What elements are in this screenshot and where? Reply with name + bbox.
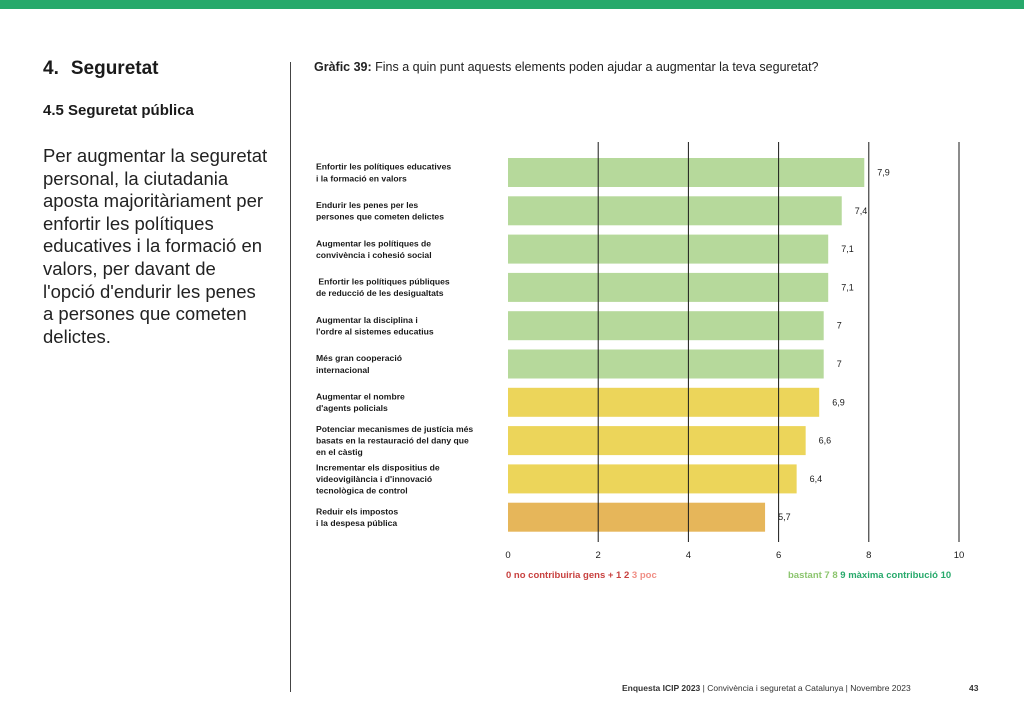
category-label: Augmentar les polítiques de convivència i… [316, 238, 432, 260]
bar [508, 426, 806, 456]
category-label-line: Més gran cooperació [316, 353, 402, 363]
footer-citation: Enquesta ICIP 2023 | Convivència i segur… [622, 683, 911, 693]
category-label-line: Endurir les penes per les [316, 200, 418, 210]
data-label: 7 [837, 359, 842, 369]
category-label-line: Potenciar mecanismes de justícia més [316, 424, 473, 434]
top-accent-bar [0, 0, 1024, 9]
bar [508, 272, 829, 302]
category-label: Enfortir les polítiques educatives i la f… [316, 162, 451, 184]
bar [508, 234, 829, 264]
footer-survey-name: Enquesta ICIP 2023 [622, 683, 701, 693]
category-label-line: videovigilància i d'innovació [316, 474, 432, 484]
chart-title: Gràfic 39: Fins a quin punt aquests elem… [314, 60, 819, 74]
column-divider [290, 62, 291, 692]
category-label: Potenciar mecanismes de justícia més basa… [316, 424, 473, 457]
category-label: Augmentar la disciplina i l'ordre al sist… [316, 315, 434, 337]
bar [508, 464, 797, 494]
section-title: 4. Seguretat [43, 58, 159, 80]
x-tick-label: 6 [776, 550, 781, 561]
bar-chart: 7,9 7,4 7,1 7,1 7 7 6,9 6,6 6,4 5,7 Enfortir les p… [316, 142, 965, 561]
bar [508, 311, 824, 341]
category-label-line: de reducció de les desigualtats [316, 288, 444, 298]
bar [508, 387, 820, 417]
x-tick-label: 4 [686, 550, 691, 561]
category-label: Augmentar el nombre d'agents policials [316, 392, 405, 414]
bar [508, 502, 766, 532]
category-label-line: Incrementar els dispositius de [316, 462, 440, 472]
scale-legend-part: bastant 7 8 [788, 570, 841, 581]
section-number: 4. [43, 58, 59, 79]
x-tick-label: 2 [596, 550, 601, 561]
chart-number: Gràfic 39: [314, 60, 372, 74]
category-label-line: Reduir els impostos [316, 506, 398, 516]
x-tick-label: 10 [954, 550, 965, 561]
subsection-title: 4.5 Seguretat pública [43, 102, 194, 119]
x-tick-label: 8 [866, 550, 871, 561]
bar [508, 196, 842, 226]
data-label: 7,1 [841, 244, 854, 254]
category-label-line: i la formació en valors [316, 173, 407, 183]
chart-question: Fins a quin punt aquests elements poden … [371, 60, 819, 74]
category-label-line: internacional [316, 365, 369, 375]
category-label-line: Enfortir les polítiques públiques [316, 277, 450, 287]
category-label-line: l'ordre al sistemes educatius [316, 327, 434, 337]
category-label-line: i la despesa pública [316, 518, 397, 528]
category-label-line: d'agents policials [316, 403, 388, 413]
page-number: 43 [969, 683, 979, 693]
subsection-number: 4.5 [43, 102, 64, 119]
category-label-line: basats en la restauració del dany que [316, 436, 469, 446]
lead-paragraph: Per augmentar la seguretat personal, la … [43, 145, 268, 347]
data-label: 7,4 [855, 206, 868, 216]
footer-details: | Convivència i seguretat a Catalunya | … [700, 683, 911, 693]
category-label-line: Enfortir les polítiques educatives [316, 162, 451, 172]
x-tick-label: 0 [505, 550, 510, 561]
data-label: 6,4 [810, 474, 823, 484]
data-label: 7 [837, 321, 842, 331]
category-label-line: Augmentar el nombre [316, 392, 405, 402]
scale-legend-low: 0 no contribuiria gens + 1 2 3 poc [506, 570, 657, 581]
category-label-line: convivència i cohesió social [316, 250, 432, 260]
scale-legend-part: 9 màxima contribució 10 [840, 570, 952, 581]
data-label: 7,9 [877, 168, 890, 178]
bar [508, 349, 824, 379]
bar [508, 158, 865, 187]
data-label: 6,6 [819, 436, 832, 446]
category-label: Més gran cooperació internacional [316, 353, 402, 375]
scale-legend-part: 3 poc [631, 570, 657, 581]
category-label-line: persones que cometen delictes [316, 212, 444, 222]
category-label-line: Augmentar les polítiques de [316, 238, 431, 248]
category-label-line: Augmentar la disciplina i [316, 315, 418, 325]
data-label: 7,1 [841, 282, 854, 292]
category-label: Reduir els impostos i la despesa pública [316, 506, 398, 528]
category-label-line: tecnològica de control [316, 486, 408, 496]
category-label: Endurir les penes per les persones que co… [316, 200, 444, 222]
data-label: 6,9 [832, 397, 845, 407]
scale-legend-part: 0 no contribuiria gens + 1 2 [506, 570, 632, 581]
category-label-line: en el càstig [316, 447, 363, 457]
category-label: Enfortir les polítiques públiques de redu… [316, 277, 450, 299]
section-name: Seguretat [70, 58, 159, 79]
scale-legend-high: bastant 7 8 9 màxima contribució 10 [788, 570, 951, 581]
category-label: Incrementar els dispositius de videovigil… [316, 462, 440, 495]
subsection-name: Seguretat pública [68, 102, 194, 119]
data-label: 5,7 [778, 512, 791, 522]
